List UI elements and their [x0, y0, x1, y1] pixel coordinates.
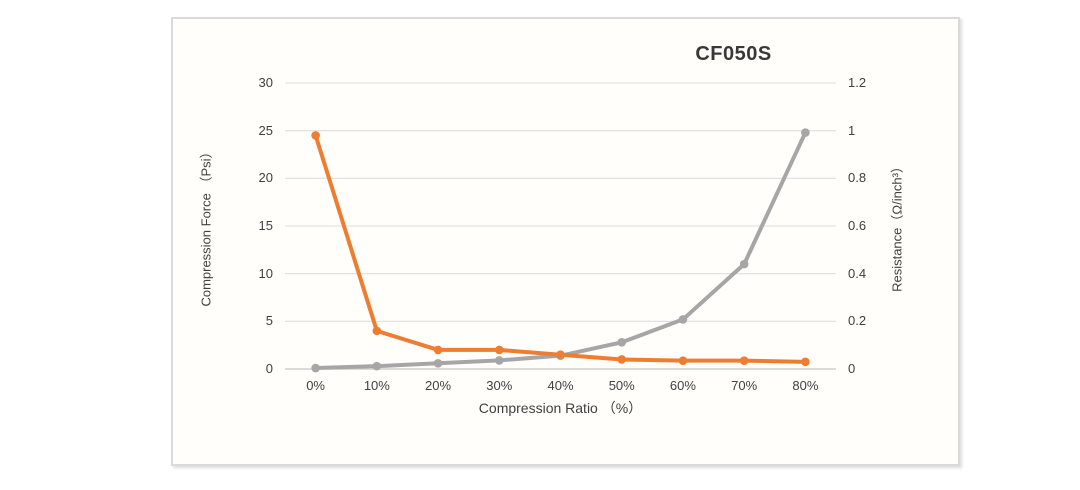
data-point-marker — [372, 361, 382, 371]
y-right-tick-label: 1 — [848, 122, 856, 138]
y-right-tick-label: 0.6 — [848, 218, 867, 233]
y-left-tick-label: 30 — [258, 75, 273, 90]
x-tick-label: 10% — [363, 378, 390, 393]
data-point-marker — [739, 356, 749, 365]
x-tick-label: 40% — [547, 378, 574, 393]
data-point-marker — [494, 345, 504, 355]
y-right-tick-label: 0.2 — [848, 313, 867, 329]
y-left-axis-title: Compression Force （Psi） — [198, 145, 214, 307]
y-right-tick-label: 0.4 — [848, 265, 867, 281]
data-point-marker — [678, 315, 688, 324]
x-tick-label: 70% — [731, 378, 758, 393]
data-point-marker — [617, 338, 627, 347]
x-tick-label: 50% — [608, 378, 635, 393]
data-point-marker — [617, 355, 627, 364]
y-left-tick-label: 10 — [258, 265, 273, 281]
x-tick-label: 30% — [486, 378, 513, 393]
data-point-marker — [739, 259, 749, 269]
data-point-marker — [556, 350, 565, 360]
x-tick-label: 80% — [792, 378, 819, 393]
y-right-tick-label: 1.2 — [848, 75, 867, 90]
chart-title: CF050S — [695, 43, 772, 65]
y-left-tick-label: 25 — [258, 122, 273, 138]
y-left-tick-label: 15 — [258, 218, 273, 233]
data-point-marker — [801, 357, 810, 367]
data-point-marker — [801, 128, 810, 137]
y-right-tick-label: 0.8 — [848, 170, 867, 186]
data-point-marker — [311, 363, 320, 373]
data-point-marker — [678, 356, 688, 365]
series-line-resistance — [313, 133, 808, 364]
data-point-marker — [311, 131, 320, 140]
x-tick-label: 60% — [669, 378, 696, 393]
y-left-tick-label: 0 — [265, 361, 273, 376]
x-tick-label: 0% — [306, 378, 325, 393]
y-right-tick-label: 0 — [848, 361, 856, 376]
chart-container: CF050S — [171, 17, 960, 466]
x-axis-title: Compression Ratio （%） — [478, 400, 643, 416]
data-point-marker — [494, 356, 504, 365]
x-tick-label: 20% — [425, 378, 452, 393]
y-left-tick-label: 20 — [258, 170, 273, 186]
y-left-tick-label: 5 — [265, 313, 273, 329]
data-point-marker — [433, 358, 443, 368]
data-point-marker — [372, 326, 382, 336]
data-point-marker — [433, 345, 443, 355]
